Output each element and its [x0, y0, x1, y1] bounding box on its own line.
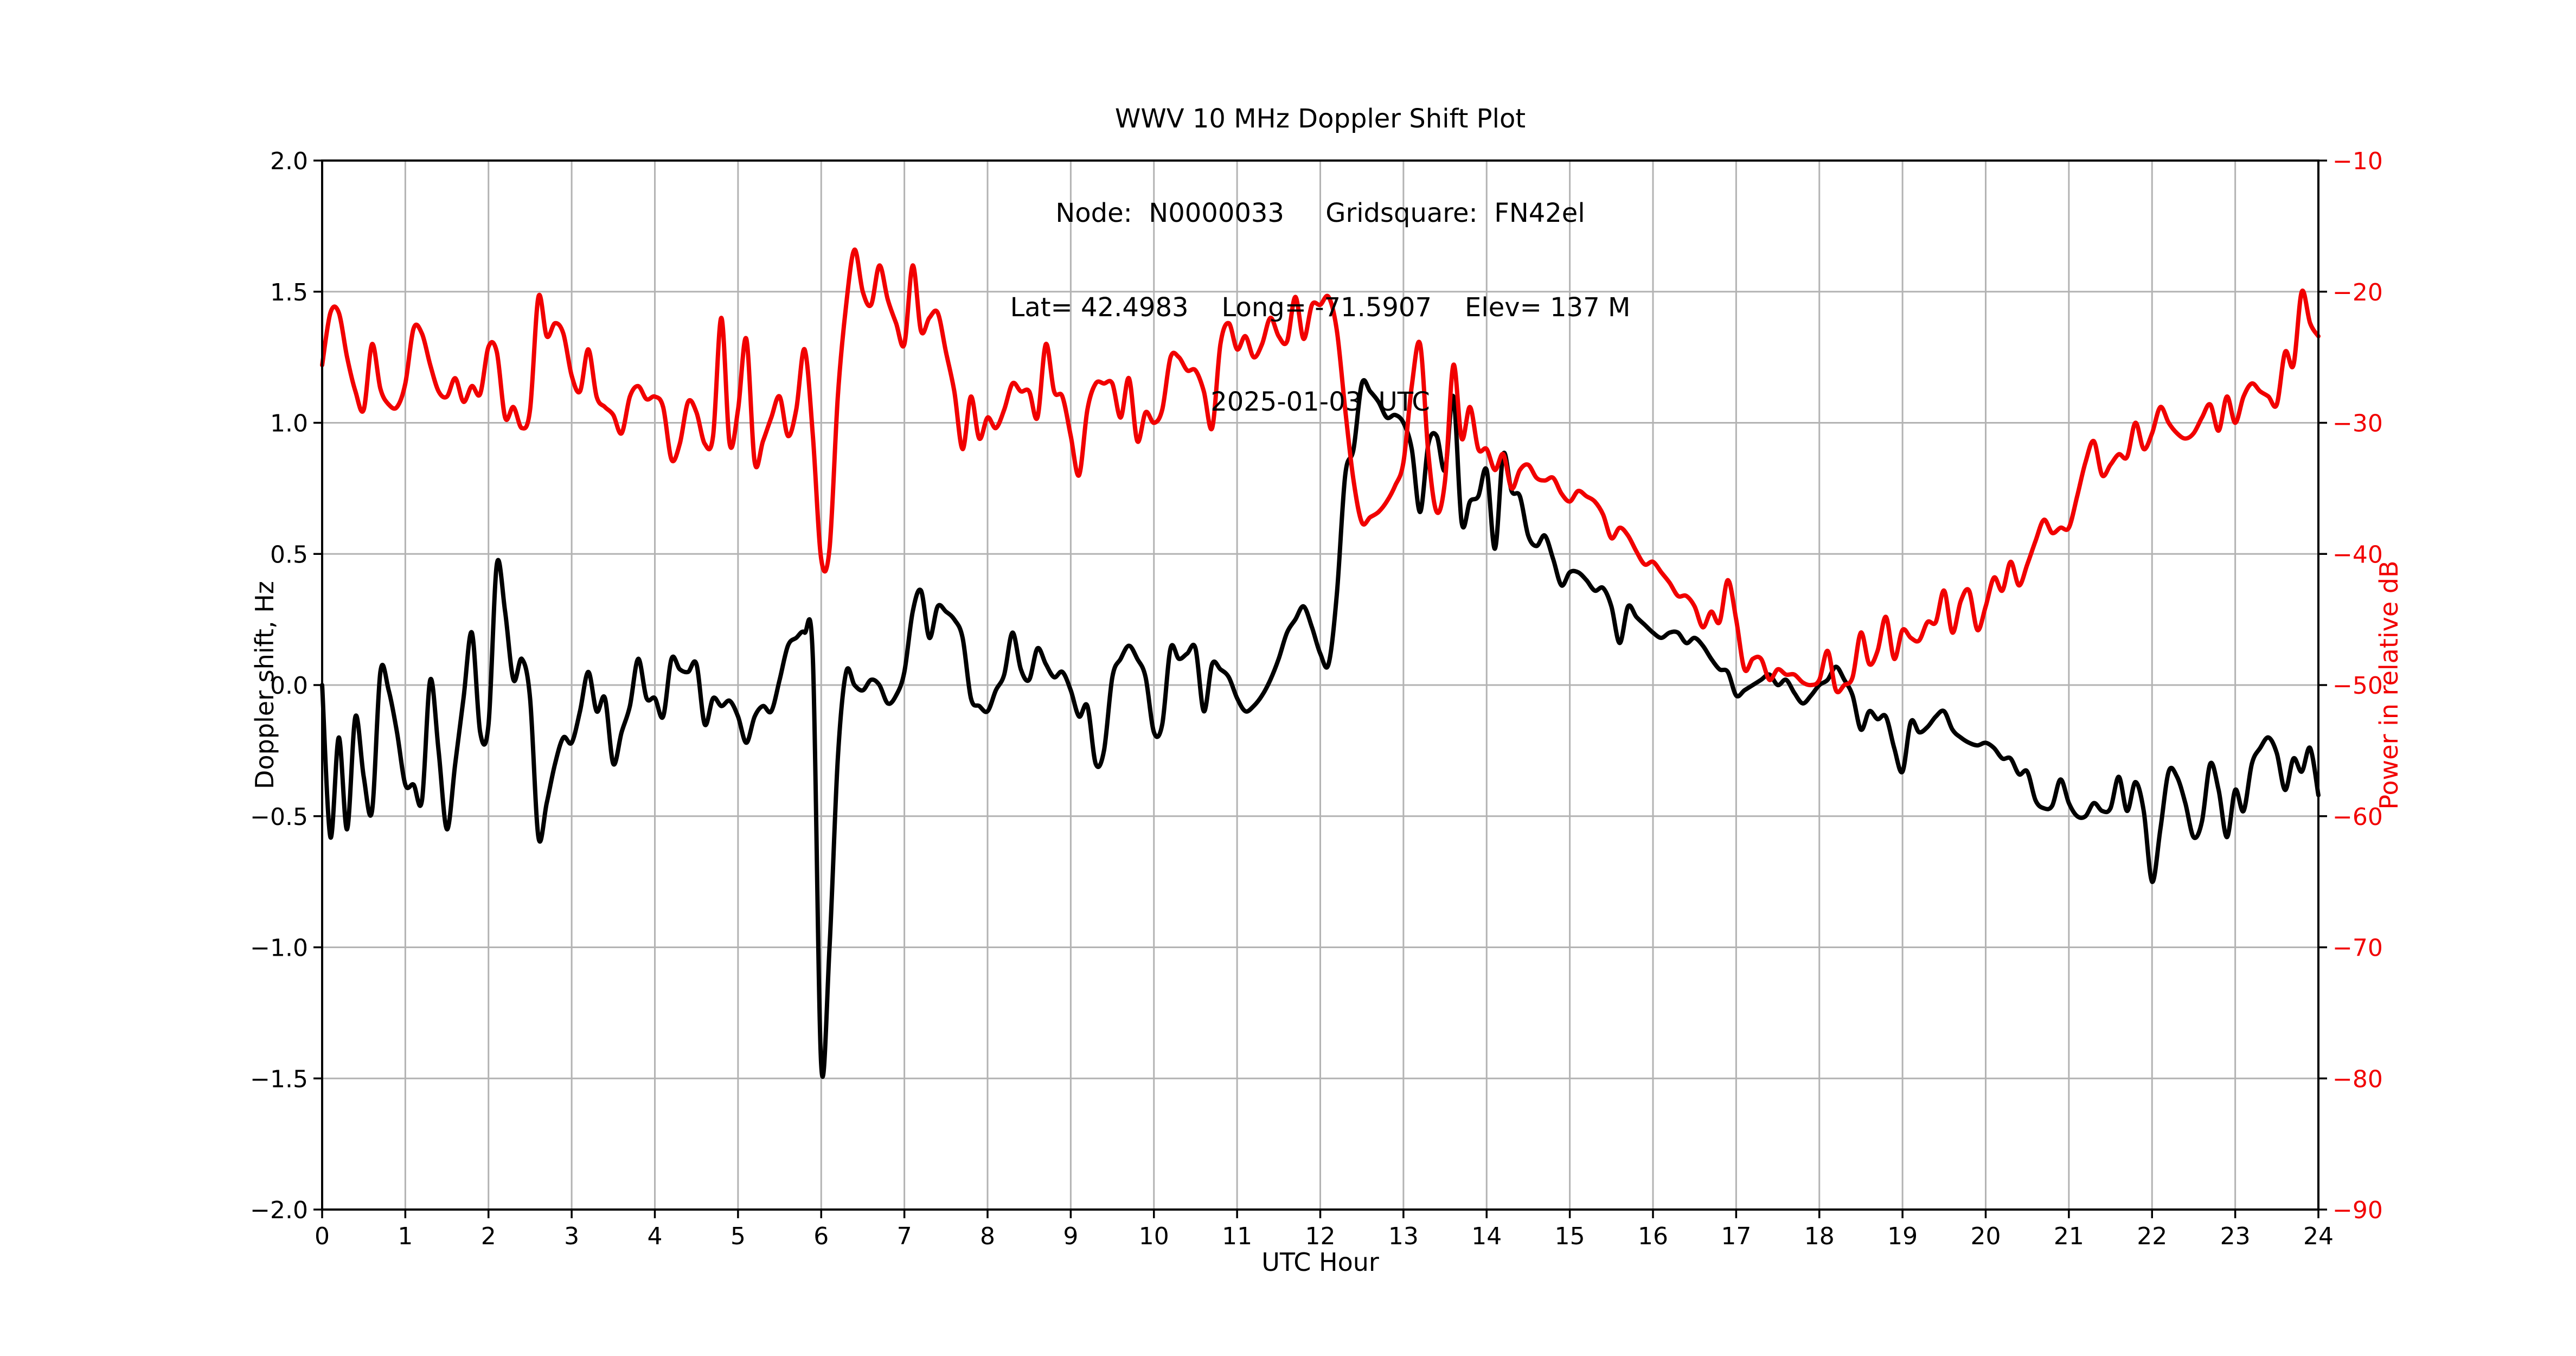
- plot-subtitle-node: Node: N0000033 Gridsquare: FN42el: [1055, 198, 1585, 228]
- x-tick-label: 16: [1638, 1223, 1668, 1250]
- y-tick-right-label: −50: [2333, 672, 2383, 700]
- y-tick-right-label: −90: [2333, 1197, 2383, 1224]
- power-series-line: [320, 247, 2321, 695]
- y-tick-left-label: 0.5: [270, 541, 308, 568]
- x-tick-label: 9: [1063, 1223, 1078, 1250]
- x-tick-label: 12: [1305, 1223, 1336, 1250]
- x-tick-label: 14: [1471, 1223, 1502, 1250]
- y-tick-left-label: −2.0: [250, 1197, 308, 1224]
- x-tick-label: 10: [1139, 1223, 1169, 1250]
- y-tick-right-label: −80: [2333, 1065, 2383, 1093]
- x-tick-label: 13: [1388, 1223, 1419, 1250]
- x-tick-label: 1: [398, 1223, 413, 1250]
- y-tick-left-label: 1.0: [270, 410, 308, 438]
- x-axis-label: UTC Hour: [1261, 1248, 1379, 1277]
- x-tick-label: 24: [2303, 1223, 2334, 1250]
- x-tick-label: 6: [813, 1223, 829, 1250]
- x-tick-label: 20: [1971, 1223, 2001, 1250]
- x-tick-label: 17: [1721, 1223, 1751, 1250]
- doppler-series-line: [320, 378, 2321, 1079]
- plot-title-block: WWV 10 MHz Doppler Shift Plot Node: N000…: [322, 40, 2318, 481]
- x-tick-label: 22: [2137, 1223, 2167, 1250]
- x-tick-label: 4: [648, 1223, 663, 1250]
- y-axis-label-right: Power in relative dB: [2374, 560, 2404, 810]
- x-tick-label: 15: [1555, 1223, 1585, 1250]
- x-tick-label: 7: [897, 1223, 912, 1250]
- x-tick-label: 19: [1887, 1223, 1918, 1250]
- x-tick-label: 0: [315, 1223, 330, 1250]
- y-tick-left-label: 1.5: [270, 279, 308, 306]
- plot-subtitle-date: 2025-01-03 UTC: [1210, 387, 1430, 417]
- y-tick-right-label: −30: [2333, 410, 2383, 438]
- x-tick-label: 3: [564, 1223, 579, 1250]
- y-tick-left-label: 0.0: [270, 672, 308, 700]
- y-tick-left-label: −1.5: [250, 1065, 308, 1093]
- y-tick-left-label: −0.5: [250, 803, 308, 831]
- x-tick-label: 5: [730, 1223, 746, 1250]
- y-tick-right-label: −10: [2333, 148, 2383, 175]
- y-tick-right-label: −40: [2333, 541, 2383, 568]
- y-tick-left-label: −1.0: [250, 935, 308, 962]
- x-tick-label: 2: [481, 1223, 496, 1250]
- x-tick-label: 11: [1222, 1223, 1252, 1250]
- y-tick-right-label: −20: [2333, 279, 2383, 306]
- plot-subtitle-location: Lat= 42.4983 Long= -71.5907 Elev= 137 M: [1010, 292, 1631, 323]
- x-tick-label: 23: [2220, 1223, 2251, 1250]
- y-axis-label-left: Doppler shift, Hz: [250, 581, 279, 789]
- plot-title: WWV 10 MHz Doppler Shift Plot: [1114, 104, 1526, 134]
- y-tick-right-label: −60: [2333, 803, 2383, 831]
- x-tick-label: 21: [2054, 1223, 2084, 1250]
- y-tick-right-label: −70: [2333, 935, 2383, 962]
- x-tick-label: 8: [980, 1223, 995, 1250]
- x-tick-label: 18: [1804, 1223, 1835, 1250]
- plot-border: [321, 159, 2319, 1211]
- y-tick-left-label: 2.0: [270, 148, 308, 175]
